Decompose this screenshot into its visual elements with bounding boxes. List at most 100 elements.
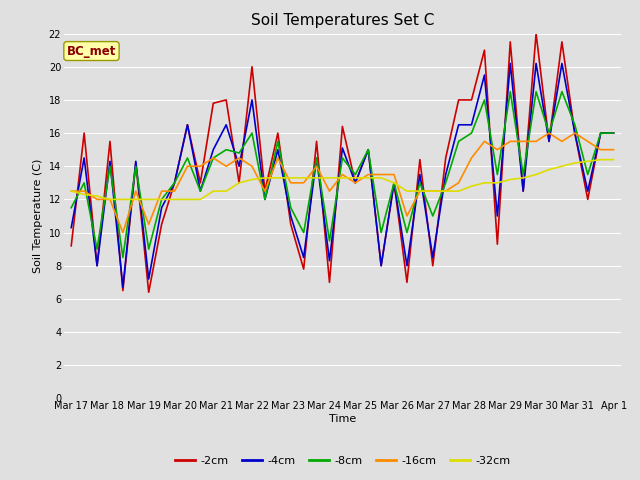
-2cm bbox=[93, 263, 101, 269]
-16cm bbox=[145, 221, 152, 227]
-16cm bbox=[558, 139, 566, 144]
-8cm bbox=[519, 172, 527, 178]
-32cm bbox=[184, 196, 191, 202]
-4cm bbox=[351, 180, 359, 186]
-8cm bbox=[455, 139, 463, 144]
-8cm bbox=[106, 163, 114, 169]
-8cm bbox=[158, 196, 166, 202]
-16cm bbox=[132, 188, 140, 194]
-2cm bbox=[132, 160, 140, 166]
-32cm bbox=[93, 193, 101, 199]
-32cm bbox=[339, 175, 346, 181]
-2cm bbox=[455, 97, 463, 103]
-32cm bbox=[571, 160, 579, 166]
Line: -32cm: -32cm bbox=[71, 160, 614, 199]
-16cm bbox=[339, 172, 346, 178]
-4cm bbox=[196, 188, 204, 194]
-8cm bbox=[313, 155, 321, 161]
-4cm bbox=[571, 130, 579, 136]
-8cm bbox=[584, 172, 591, 178]
-16cm bbox=[584, 139, 591, 144]
-4cm bbox=[274, 147, 282, 153]
-16cm bbox=[390, 172, 398, 178]
-4cm bbox=[584, 188, 591, 194]
-8cm bbox=[481, 97, 488, 103]
-2cm bbox=[287, 221, 294, 227]
-32cm bbox=[106, 196, 114, 202]
-32cm bbox=[196, 196, 204, 202]
-32cm bbox=[171, 196, 179, 202]
-16cm bbox=[532, 139, 540, 144]
-2cm bbox=[80, 130, 88, 136]
-2cm bbox=[571, 130, 579, 136]
-2cm bbox=[468, 97, 476, 103]
-16cm bbox=[351, 180, 359, 186]
-8cm bbox=[558, 89, 566, 95]
-16cm bbox=[171, 188, 179, 194]
-8cm bbox=[416, 180, 424, 186]
-8cm bbox=[145, 246, 152, 252]
-16cm bbox=[416, 188, 424, 194]
-2cm bbox=[171, 180, 179, 186]
-32cm bbox=[326, 175, 333, 181]
-32cm bbox=[519, 175, 527, 181]
-32cm bbox=[584, 158, 591, 164]
-8cm bbox=[532, 89, 540, 95]
-16cm bbox=[196, 163, 204, 169]
-4cm bbox=[378, 263, 385, 269]
-32cm bbox=[300, 175, 307, 181]
Line: -4cm: -4cm bbox=[71, 63, 614, 288]
-4cm bbox=[106, 158, 114, 164]
-2cm bbox=[584, 196, 591, 202]
-2cm bbox=[597, 130, 605, 136]
-32cm bbox=[429, 188, 436, 194]
-16cm bbox=[261, 188, 269, 194]
-16cm bbox=[93, 196, 101, 202]
-4cm bbox=[532, 60, 540, 66]
-2cm bbox=[248, 64, 256, 70]
-2cm bbox=[532, 31, 540, 36]
-8cm bbox=[545, 130, 553, 136]
-8cm bbox=[222, 147, 230, 153]
-4cm bbox=[481, 72, 488, 78]
-4cm bbox=[209, 147, 217, 153]
-16cm bbox=[80, 188, 88, 194]
-4cm bbox=[145, 276, 152, 282]
-16cm bbox=[597, 147, 605, 153]
-32cm bbox=[481, 180, 488, 186]
-8cm bbox=[493, 172, 501, 178]
-8cm bbox=[274, 139, 282, 144]
-8cm bbox=[571, 122, 579, 128]
-4cm bbox=[119, 285, 127, 290]
-8cm bbox=[171, 180, 179, 186]
-4cm bbox=[519, 188, 527, 194]
-4cm bbox=[455, 122, 463, 128]
-8cm bbox=[80, 180, 88, 186]
-16cm bbox=[429, 188, 436, 194]
-8cm bbox=[597, 130, 605, 136]
-2cm bbox=[610, 130, 618, 136]
-16cm bbox=[455, 180, 463, 186]
-4cm bbox=[493, 213, 501, 219]
-32cm bbox=[261, 175, 269, 181]
-2cm bbox=[261, 188, 269, 194]
-32cm bbox=[209, 188, 217, 194]
-8cm bbox=[209, 155, 217, 161]
-16cm bbox=[610, 147, 618, 153]
-32cm bbox=[416, 188, 424, 194]
-8cm bbox=[300, 230, 307, 236]
-4cm bbox=[558, 60, 566, 66]
-16cm bbox=[468, 155, 476, 161]
-16cm bbox=[300, 180, 307, 186]
-4cm bbox=[326, 258, 333, 264]
-4cm bbox=[248, 97, 256, 103]
Line: -16cm: -16cm bbox=[71, 133, 614, 233]
-8cm bbox=[351, 172, 359, 178]
-32cm bbox=[403, 188, 411, 194]
-8cm bbox=[506, 89, 514, 95]
-32cm bbox=[158, 196, 166, 202]
-32cm bbox=[468, 183, 476, 189]
-8cm bbox=[326, 238, 333, 244]
-32cm bbox=[532, 172, 540, 178]
-2cm bbox=[519, 188, 527, 194]
